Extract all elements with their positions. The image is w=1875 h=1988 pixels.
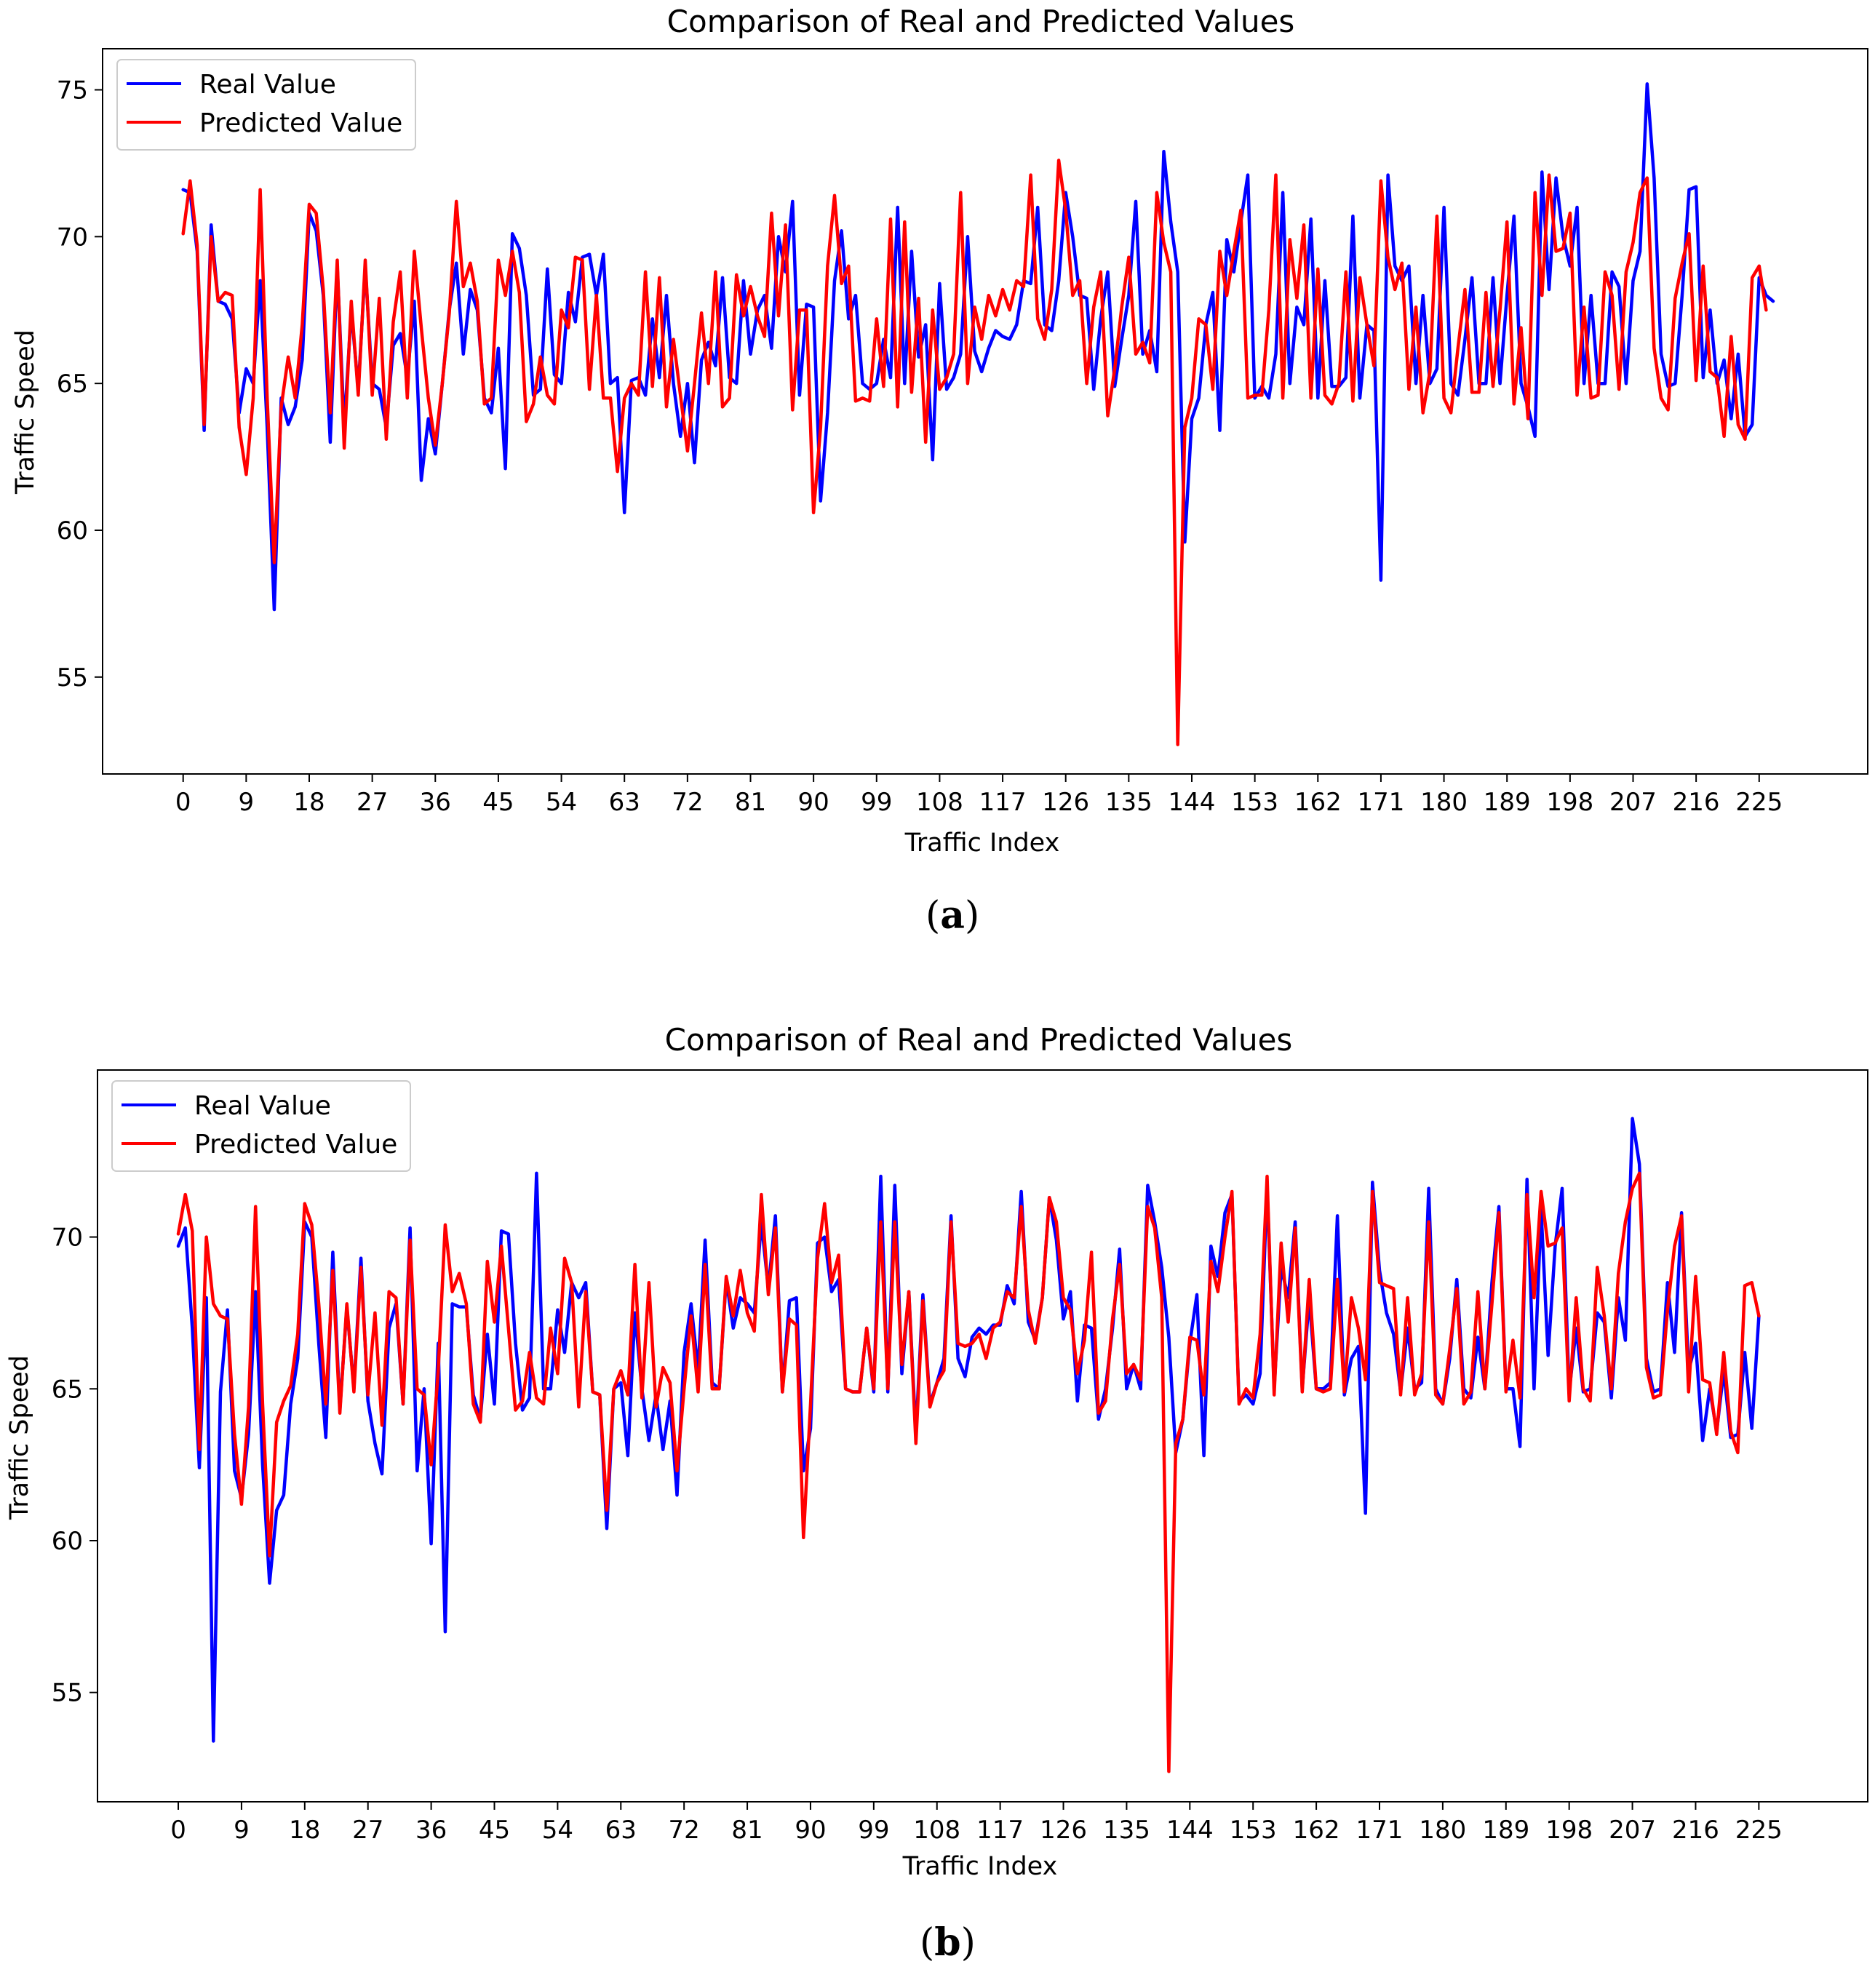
legend-label-predicted: Predicted Value [199, 108, 402, 138]
x-tick-label: 171 [1357, 788, 1404, 817]
x-tick-label: 72 [672, 788, 703, 817]
x-tick-label: 0 [170, 1816, 186, 1845]
x-tick-label: 99 [861, 788, 892, 817]
x-tick-label: 162 [1294, 788, 1342, 817]
x-tick-label: 18 [293, 788, 325, 817]
y-tick-label: 55 [52, 1679, 83, 1708]
x-tick-label: 36 [415, 1816, 447, 1845]
plot-lines [181, 82, 1775, 746]
axis-ticks: 0 9 18 27 36 45 54 63 72 81 90 99 108 117 126 135 144 153… [52, 1223, 1783, 1845]
y-axis-label: Traffic Speed [11, 330, 40, 495]
x-tick-label: 90 [798, 788, 829, 817]
x-tick-label: 9 [239, 788, 255, 817]
x-tick-label: 135 [1105, 788, 1153, 817]
figure-caption-b: (b) [920, 1920, 976, 1965]
chart-panel-b: Comparison of Real and Predicted Values … [5, 1022, 1868, 1881]
chart-title: Comparison of Real and Predicted Values [667, 4, 1295, 39]
x-tick-label: 45 [482, 788, 514, 817]
x-tick-label: 36 [420, 788, 451, 817]
figure-caption-a: (a) [925, 893, 980, 938]
x-tick-label: 27 [352, 1816, 383, 1845]
x-tick-label: 189 [1482, 1816, 1529, 1845]
caption-letter: a [940, 893, 965, 938]
x-tick-label: 54 [542, 1816, 573, 1845]
x-tick-label: 81 [731, 1816, 763, 1845]
x-tick-label: 225 [1735, 1816, 1783, 1845]
x-tick-label: 216 [1673, 788, 1720, 817]
x-tick-label: 0 [175, 788, 191, 817]
x-tick-label: 81 [735, 788, 766, 817]
y-tick-label: 60 [57, 516, 88, 546]
x-tick-label: 135 [1103, 1816, 1150, 1845]
x-axis-label: Traffic Index [904, 829, 1060, 858]
y-tick-label: 75 [57, 76, 88, 105]
x-tick-label: 207 [1609, 788, 1657, 817]
x-tick-label: 99 [858, 1816, 889, 1845]
plot-frame [97, 1069, 1868, 1803]
chart-title: Comparison of Real and Predicted Values [665, 1022, 1293, 1058]
x-tick-label: 63 [605, 1816, 637, 1845]
x-tick-label: 225 [1735, 788, 1783, 817]
series-line-predicted-value [181, 159, 1768, 746]
x-tick-label: 108 [916, 788, 963, 817]
y-tick-label: 70 [52, 1223, 83, 1253]
legend-box [111, 1080, 411, 1172]
series-line-predicted-value [176, 1171, 1761, 1773]
legend-label-real: Real Value [194, 1091, 331, 1121]
x-axis-label: Traffic Index [902, 1852, 1058, 1881]
x-tick-label: 72 [669, 1816, 700, 1845]
x-tick-label: 126 [1042, 788, 1089, 817]
legend-label-predicted: Predicted Value [194, 1130, 397, 1159]
x-tick-label: 207 [1609, 1816, 1656, 1845]
x-tick-label: 171 [1356, 1816, 1404, 1845]
y-axis-label: Traffic Speed [5, 1355, 34, 1520]
y-tick-label: 70 [57, 223, 88, 252]
x-tick-label: 198 [1545, 1816, 1593, 1845]
chart-panel-a: Comparison of Real and Predicted Values … [11, 4, 1868, 858]
x-tick-label: 63 [609, 788, 640, 817]
y-tick-label: 55 [57, 663, 88, 692]
x-tick-label: 144 [1166, 1816, 1214, 1845]
x-tick-label: 90 [795, 1816, 826, 1845]
y-tick-label: 60 [52, 1527, 83, 1556]
legend: Real Value Predicted Value [116, 59, 416, 151]
x-tick-label: 117 [979, 788, 1027, 817]
x-tick-label: 153 [1230, 1816, 1277, 1845]
x-tick-label: 198 [1546, 788, 1593, 817]
x-tick-label: 216 [1672, 1816, 1719, 1845]
x-tick-label: 180 [1420, 788, 1468, 817]
plot-lines [176, 1117, 1761, 1773]
x-tick-label: 162 [1293, 1816, 1340, 1845]
x-tick-label: 117 [976, 1816, 1024, 1845]
x-tick-label: 126 [1040, 1816, 1087, 1845]
x-tick-label: 180 [1419, 1816, 1466, 1845]
x-tick-label: 54 [546, 788, 577, 817]
y-tick-label: 65 [52, 1375, 83, 1404]
legend-box [116, 59, 416, 151]
x-tick-label: 45 [479, 1816, 510, 1845]
legend: Real Value Predicted Value [111, 1080, 411, 1172]
legend-label-real: Real Value [199, 70, 336, 100]
x-tick-label: 18 [289, 1816, 320, 1845]
plot-frame [102, 48, 1868, 775]
x-tick-label: 189 [1484, 788, 1531, 817]
x-tick-label: 153 [1231, 788, 1278, 817]
x-tick-label: 108 [913, 1816, 960, 1845]
x-tick-label: 144 [1169, 788, 1216, 817]
y-tick-label: 65 [57, 370, 88, 399]
axis-ticks: 0 9 18 27 36 45 54 63 72 81 90 99 108 117 126 135 144 153… [57, 76, 1783, 817]
x-tick-label: 27 [357, 788, 388, 817]
series-line-real-value [176, 1117, 1761, 1743]
caption-letter: b [934, 1920, 961, 1965]
x-tick-label: 9 [234, 1816, 250, 1845]
